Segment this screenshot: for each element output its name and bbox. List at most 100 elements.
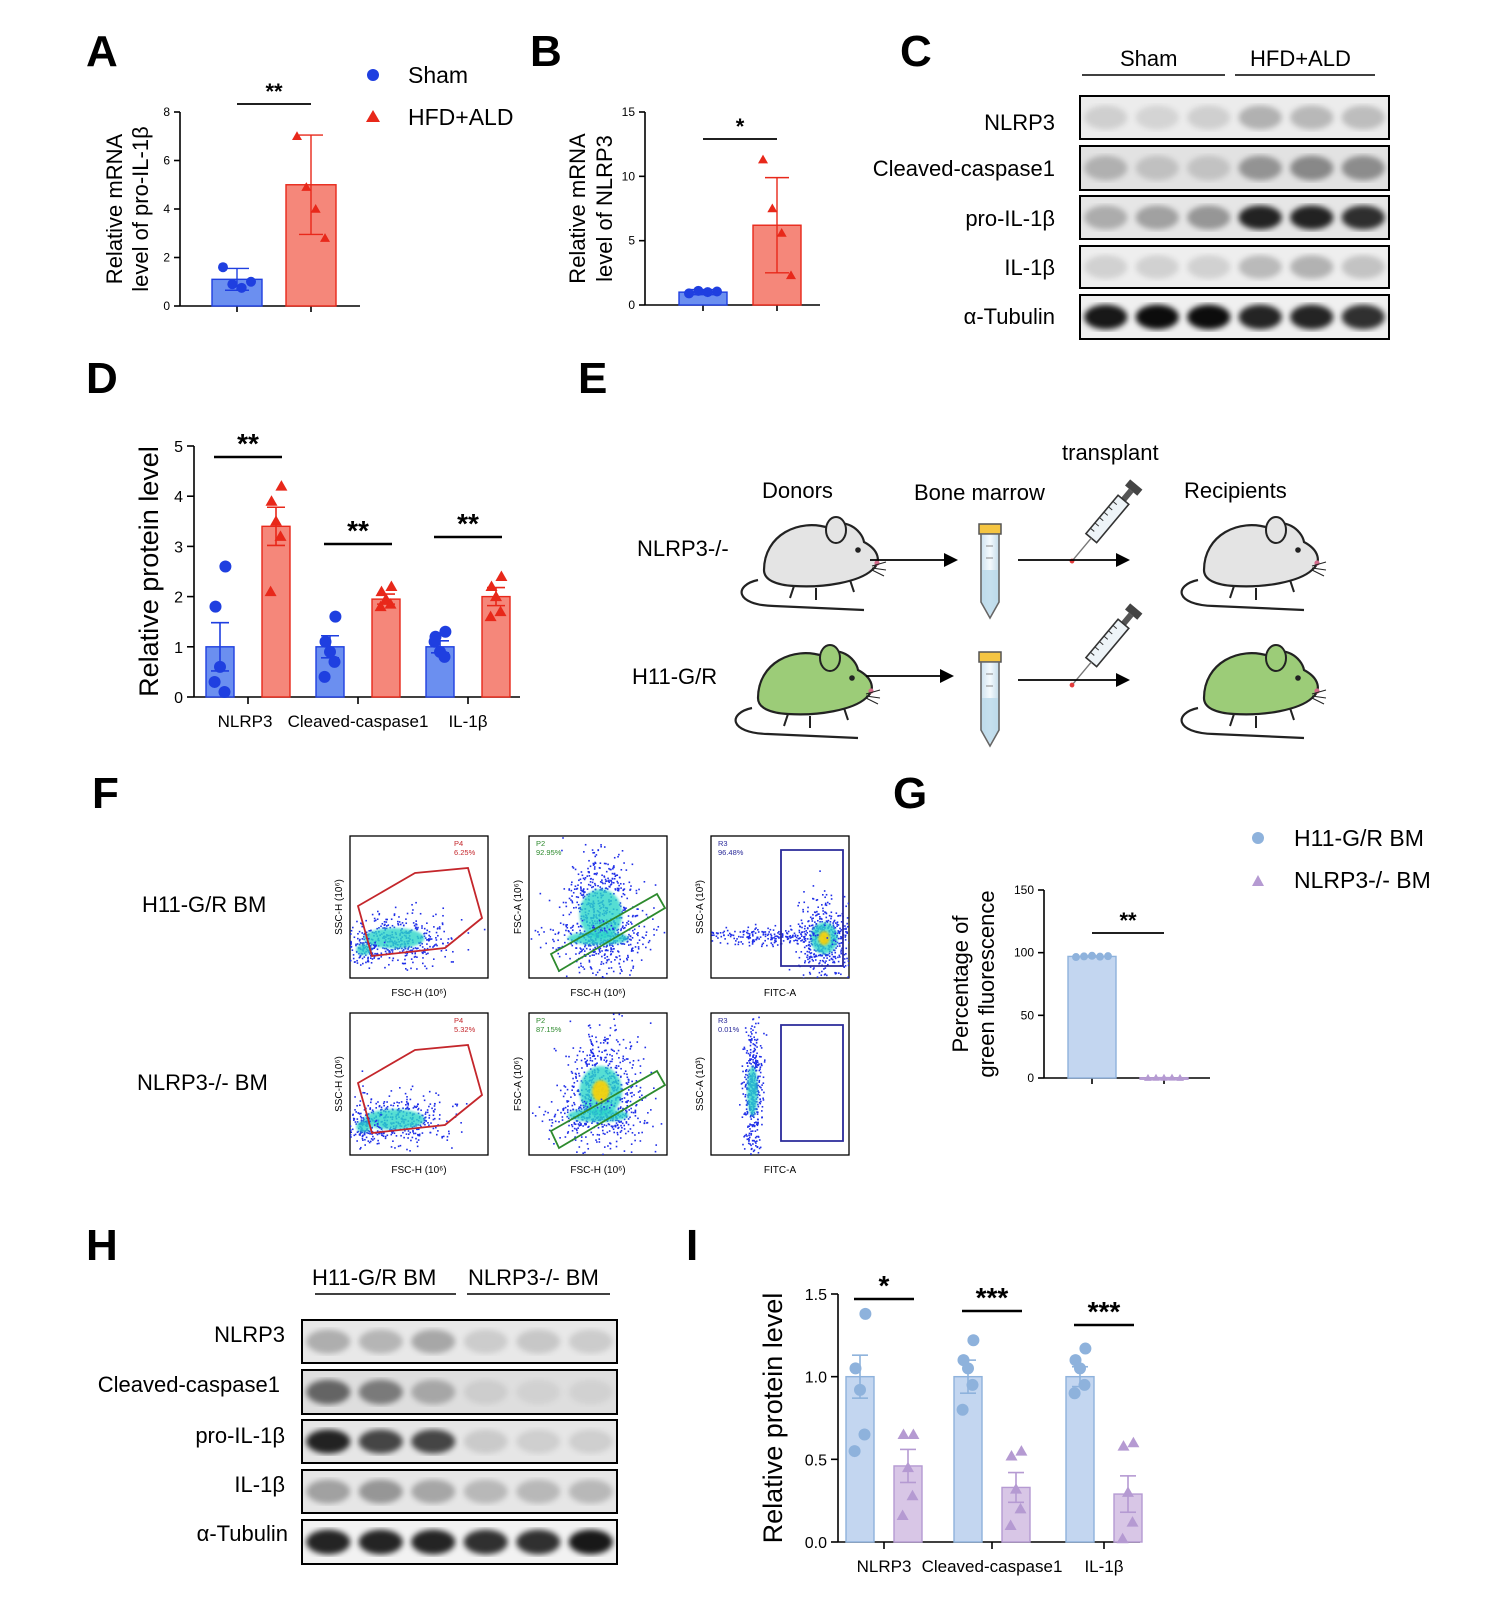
bar-1	[845, 1375, 875, 1543]
flow-gate	[780, 1024, 844, 1142]
data-point	[1168, 1073, 1176, 1081]
panel-letter-b: B	[530, 27, 562, 76]
data-point	[897, 1428, 910, 1440]
data-point	[902, 1461, 914, 1473]
blot-band	[411, 1429, 456, 1454]
blot-strip	[301, 1469, 618, 1514]
blot-band	[306, 1329, 351, 1354]
flow-plot-frame	[710, 835, 850, 979]
blot-band	[358, 1329, 403, 1354]
flow-y-label: FSC-A (10⁶)	[513, 880, 524, 934]
tube-cap	[978, 523, 1002, 535]
data-point	[859, 1307, 872, 1320]
data-point	[767, 203, 778, 213]
blot-band	[358, 1479, 403, 1504]
blot-band	[1290, 304, 1334, 330]
schematic-e: Donors Bone marrow transplant Recipients…	[632, 440, 1327, 748]
mouse-ear	[1265, 644, 1287, 672]
data-point	[495, 570, 508, 582]
data-point	[1074, 1362, 1086, 1375]
blot-h-label-cleaved-caspase1: Cleaved-caspase1	[98, 1372, 280, 1397]
blot-strip	[1079, 95, 1390, 140]
blot-band	[463, 1479, 508, 1504]
data-point	[218, 685, 231, 698]
schematic-transplant: transplant	[1062, 440, 1159, 465]
data-point	[275, 480, 288, 491]
syringe-mark	[1094, 646, 1100, 651]
flow-gate-name: P4	[454, 839, 463, 848]
x-tick-label: Cleaved-caspase1	[922, 1557, 1063, 1576]
data-point	[1126, 1516, 1139, 1527]
arrow-tube-recipient-2-head	[1116, 673, 1130, 687]
y-tick-label: 1.0	[805, 1370, 827, 1387]
significance-label: ***	[976, 1282, 1009, 1313]
data-point	[209, 600, 222, 613]
data-point	[329, 610, 342, 623]
bone-marrow-tube	[978, 523, 1002, 620]
flow-gate-name: R3	[718, 839, 728, 848]
data-point	[385, 580, 398, 592]
data-point	[274, 530, 287, 541]
data-point	[967, 1334, 980, 1347]
blot-strip	[301, 1419, 618, 1464]
bar-1	[1065, 1375, 1095, 1543]
data-point	[966, 1378, 979, 1391]
blot-band	[1135, 205, 1179, 230]
blot-band	[463, 1379, 508, 1405]
syringe-mark	[1099, 517, 1104, 522]
data-point	[218, 262, 228, 273]
flow-density	[363, 928, 425, 949]
chart-d: 0 1 2 3 4 5 NLRP3 ** Cleaved-caspase1 ** IL-1β ** Re…	[134, 428, 520, 731]
flow-gate-name: P2	[536, 839, 545, 848]
mouse-whiskers	[871, 561, 887, 577]
blot-band	[411, 1379, 456, 1405]
blot-band	[306, 1479, 351, 1504]
syringe-barrel	[1084, 618, 1130, 668]
legend-h11-marker	[1252, 832, 1264, 844]
x-tick-label: NLRP3	[857, 1557, 912, 1576]
data-point	[776, 227, 787, 237]
blot-band	[463, 1529, 508, 1555]
data-point	[1072, 953, 1080, 962]
significance-label: **	[237, 428, 259, 459]
data-point	[320, 233, 330, 242]
mouse-body	[756, 650, 873, 716]
significance-label: **	[265, 79, 283, 104]
data-point	[319, 635, 332, 648]
x-tick-label: NLRP3	[218, 712, 273, 731]
flow-x-label: FITC-A	[764, 1165, 797, 1176]
mouse-donor-h11	[734, 644, 881, 740]
data-point	[1014, 1502, 1027, 1514]
flow-density	[363, 1109, 425, 1130]
blot-c-group-sham: Sham	[1120, 46, 1177, 71]
blot-c-label-nlrp3: NLRP3	[984, 110, 1055, 135]
flow-density	[356, 1120, 372, 1133]
data-point	[1096, 952, 1104, 961]
blot-band	[1341, 155, 1385, 181]
mouse-tail	[1180, 706, 1305, 740]
blot-band	[411, 1329, 456, 1354]
blot-band	[1341, 255, 1385, 279]
data-point	[1117, 1440, 1130, 1451]
blot-h-label-pro-il1b: pro-IL-1β	[195, 1423, 285, 1448]
blot-band	[516, 1429, 561, 1454]
flow-gate-percent: 6.25%	[454, 848, 476, 857]
arrow-donor-tube-1-head	[944, 553, 958, 567]
blot-band	[306, 1379, 351, 1405]
flow-density-hot	[592, 1080, 610, 1103]
mouse-feet	[789, 579, 855, 600]
y-tick-label: 5	[628, 234, 635, 248]
mouse-ear	[1265, 516, 1287, 544]
significance-label: **	[1119, 908, 1137, 933]
blot-strip	[301, 1319, 618, 1364]
mouse-body	[1202, 522, 1319, 588]
chart-b: 0 5 10 15 * Relative mRNA level of NLRP3	[565, 105, 820, 312]
mouse-tail	[1180, 578, 1305, 612]
flow-gate-percent: 5.32%	[454, 1025, 476, 1034]
chart-g: 0 50 100 150 ** Percentage of green fluorescen…	[948, 883, 1210, 1085]
blot-band	[411, 1529, 456, 1555]
flow-events	[711, 870, 849, 978]
